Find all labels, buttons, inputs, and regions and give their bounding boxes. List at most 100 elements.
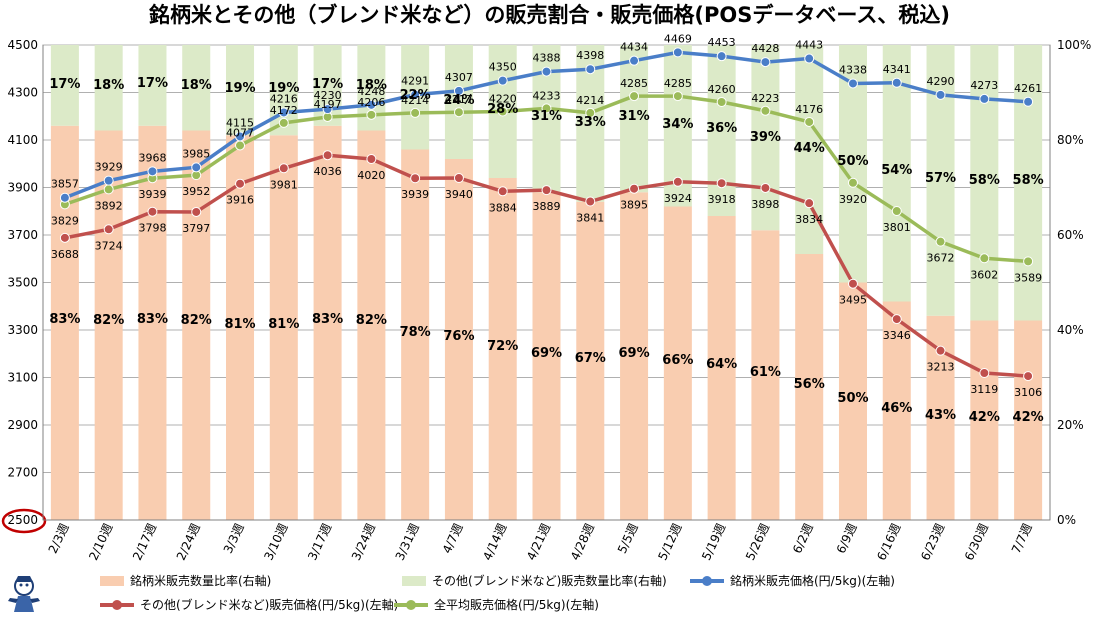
avg-price-label: 4206 [357, 96, 385, 109]
brand-price-point [585, 64, 596, 75]
bar-brand-share [838, 282, 867, 520]
bar-other-share [751, 45, 780, 231]
brand-price-label: 4453 [708, 36, 736, 49]
left-axis-tick: 2500 [7, 513, 38, 527]
avg-price-label: 3892 [95, 199, 123, 212]
legend-swatch-other-share [402, 575, 426, 586]
bar-brand-share [970, 320, 999, 520]
avg-price-label: 4172 [270, 104, 298, 117]
brand-share-label: 76% [443, 329, 474, 344]
avg-price-label: 4220 [489, 93, 517, 106]
brand-price-label: 4230 [314, 89, 342, 102]
legend-swatch-brand-share [100, 575, 124, 586]
avg-price-label: 4233 [533, 89, 561, 102]
brand-price-label: 4341 [883, 63, 911, 76]
other-price-point [629, 183, 640, 194]
brand-share-label: 42% [1013, 410, 1044, 425]
bar-brand-share [357, 130, 386, 520]
other-price-point [366, 154, 377, 164]
bar-brand-share [620, 192, 649, 520]
other-price-label: 3940 [445, 188, 473, 201]
bar-brand-share [444, 159, 473, 520]
legend: 銘柄米販売数量比率(右軸) その他(ブレンド米など)販売数量比率(右軸) 銘柄米… [100, 570, 1060, 616]
bar-brand-share [269, 135, 298, 520]
other-price-label: 3834 [795, 213, 823, 226]
brand-price-point [935, 89, 946, 100]
other-price-point [935, 345, 946, 356]
right-axis-tick: 20% [1057, 418, 1084, 432]
brand-price-point [804, 53, 815, 64]
brand-share-label: 43% [925, 408, 956, 423]
bar-brand-share [751, 230, 780, 520]
other-price-label: 4020 [357, 169, 385, 182]
left-axis-tick: 2900 [7, 418, 38, 432]
avg-price-point [716, 97, 727, 107]
other-price-point [891, 314, 902, 325]
x-axis-tick: 3/24週 [349, 521, 378, 562]
avg-price-label: 3952 [182, 185, 210, 198]
avg-price-label: 3602 [970, 268, 998, 281]
brand-price-point [191, 162, 202, 173]
bar-other-share [1014, 45, 1043, 321]
brand-share-label: 42% [969, 410, 1000, 425]
x-axis-tick: 4/21週 [524, 521, 553, 562]
avg-price-point [541, 103, 552, 114]
other-price-label: 3798 [138, 222, 166, 235]
avg-price-label: 4176 [795, 103, 823, 116]
avg-price-label: 3672 [927, 252, 955, 265]
brand-price-point [891, 77, 902, 88]
bar-brand-share [707, 216, 736, 520]
avg-price-label: 4260 [708, 83, 736, 96]
bar-other-share [94, 45, 123, 131]
bar-brand-share [532, 192, 561, 520]
right-axis-tick: 60% [1057, 228, 1084, 242]
brand-price-point [59, 192, 70, 203]
bar-brand-share [488, 178, 517, 520]
left-axis-tick: 3500 [7, 276, 38, 290]
brand-price-label: 4443 [795, 39, 823, 52]
x-axis-tick: 2/3週 [46, 521, 72, 555]
brand-share-label: 82% [93, 313, 124, 328]
brand-price-label: 4273 [970, 79, 998, 92]
avg-price-point [672, 91, 683, 102]
other-price-label: 3884 [489, 201, 517, 214]
other-price-point [497, 186, 508, 197]
brand-price-label: 3929 [95, 161, 123, 174]
other-share-label: 33% [575, 115, 606, 130]
other-price-label: 3916 [226, 194, 254, 207]
bar-brand-share [226, 135, 255, 520]
other-share-label: 24% [443, 93, 474, 108]
left-axis-tick: 3700 [7, 228, 38, 242]
other-price-point [585, 196, 596, 207]
avg-price-point [585, 107, 596, 118]
brand-price-label: 4115 [226, 116, 254, 129]
other-price-point [453, 173, 464, 183]
brand-price-label: 4307 [445, 71, 473, 84]
other-share-label: 44% [794, 141, 825, 156]
other-price-point [847, 278, 858, 289]
other-share-label: 31% [531, 109, 562, 124]
other-share-label: 17% [137, 76, 168, 91]
other-share-label: 58% [969, 173, 1000, 188]
brand-share-label: 81% [268, 317, 299, 332]
left-axis-tick: 3300 [7, 323, 38, 337]
other-price-label: 3213 [927, 361, 955, 374]
x-axis-tick: 3/31週 [393, 521, 422, 562]
other-share-label: 34% [662, 117, 693, 132]
bar-other-share [226, 45, 255, 136]
other-price-point [191, 206, 202, 217]
other-price-label: 3918 [708, 193, 736, 206]
legend-label-other-price: その他(ブレンド米など)販売価格(円/5kg)(左軸) [140, 598, 399, 612]
other-price-point [1023, 371, 1034, 382]
other-price-point [804, 198, 815, 209]
x-axis-tick: 2/10週 [86, 521, 115, 562]
bar-brand-share [50, 125, 79, 520]
bar-brand-share [663, 206, 692, 520]
brand-share-label: 69% [619, 346, 650, 361]
right-axis-tick: 100% [1057, 38, 1091, 52]
brand-share-label: 67% [575, 351, 606, 366]
brand-price-point [235, 131, 246, 142]
brand-price-point [278, 107, 289, 118]
avg-price-point [804, 116, 815, 127]
brand-price-label: 4350 [489, 61, 517, 74]
